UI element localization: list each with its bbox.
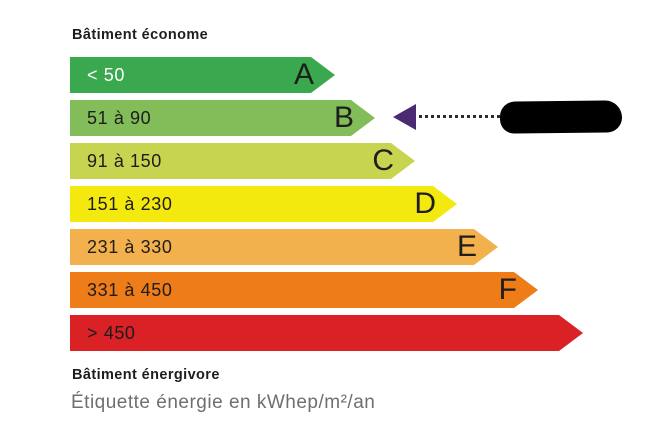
energy-bar-d: 151 à 230 D xyxy=(70,186,457,222)
class-letter-d: D xyxy=(414,187,436,220)
economical-building-label: Bâtiment économe xyxy=(72,27,209,43)
energy-label-caption: Étiquette énergie en kWhep/m²/an xyxy=(71,392,376,413)
range-label-g: > 450 xyxy=(87,322,136,343)
energy-bar-b: 51 à 90 B xyxy=(70,100,375,136)
energy-bar-a: < 50 A xyxy=(70,57,335,93)
current-class-arrow-icon xyxy=(393,104,416,130)
class-letter-f: F xyxy=(498,273,517,306)
energy-bar-c: 91 à 150 C xyxy=(70,143,415,179)
range-label-d: 151 à 230 xyxy=(87,193,173,214)
range-label-b: 51 à 90 xyxy=(87,107,152,128)
energy-bar-e: 231 à 330 E xyxy=(70,229,498,265)
range-label-e: 231 à 330 xyxy=(87,236,173,257)
class-letter-a: A xyxy=(293,58,314,91)
range-label-a: < 50 xyxy=(87,64,125,85)
redacted-value-blob xyxy=(499,100,623,134)
energy-intensive-building-label: Bâtiment énergivore xyxy=(72,367,220,383)
range-label-c: 91 à 150 xyxy=(87,150,162,171)
class-letter-b: B xyxy=(333,101,354,134)
class-letter-e: E xyxy=(456,230,477,263)
class-letter-c: C xyxy=(372,144,394,177)
range-label-f: 331 à 450 xyxy=(87,279,173,300)
dotted-connector-line xyxy=(419,115,500,118)
energy-bar-g: > 450 xyxy=(70,315,583,351)
energy-bar-f: 331 à 450 F xyxy=(70,272,538,308)
